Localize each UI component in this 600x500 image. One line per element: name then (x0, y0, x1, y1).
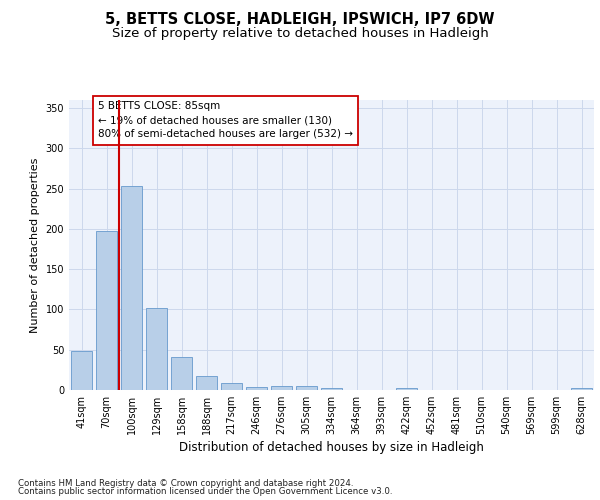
Bar (396, 388, 417, 390)
Text: Size of property relative to detached houses in Hadleigh: Size of property relative to detached ho… (112, 28, 488, 40)
Bar (146, 308, 167, 390)
Bar (271, 386, 292, 390)
Bar (121, 186, 142, 390)
Bar (571, 388, 592, 390)
X-axis label: Distribution of detached houses by size in Hadleigh: Distribution of detached houses by size … (179, 441, 484, 454)
Bar (221, 383, 242, 390)
Bar (71, 352, 92, 390)
Bar (246, 387, 267, 390)
Y-axis label: Number of detached properties: Number of detached properties (30, 158, 40, 332)
Bar (96, 232, 117, 390)
Bar (296, 386, 317, 390)
Bar (321, 388, 342, 390)
Text: 5, BETTS CLOSE, HADLEIGH, IPSWICH, IP7 6DW: 5, BETTS CLOSE, HADLEIGH, IPSWICH, IP7 6… (105, 12, 495, 28)
Text: 5 BETTS CLOSE: 85sqm
← 19% of detached houses are smaller (130)
80% of semi-deta: 5 BETTS CLOSE: 85sqm ← 19% of detached h… (98, 102, 353, 140)
Text: Contains HM Land Registry data © Crown copyright and database right 2024.: Contains HM Land Registry data © Crown c… (18, 478, 353, 488)
Bar (171, 357, 192, 390)
Text: Contains public sector information licensed under the Open Government Licence v3: Contains public sector information licen… (18, 487, 392, 496)
Bar (196, 376, 217, 390)
